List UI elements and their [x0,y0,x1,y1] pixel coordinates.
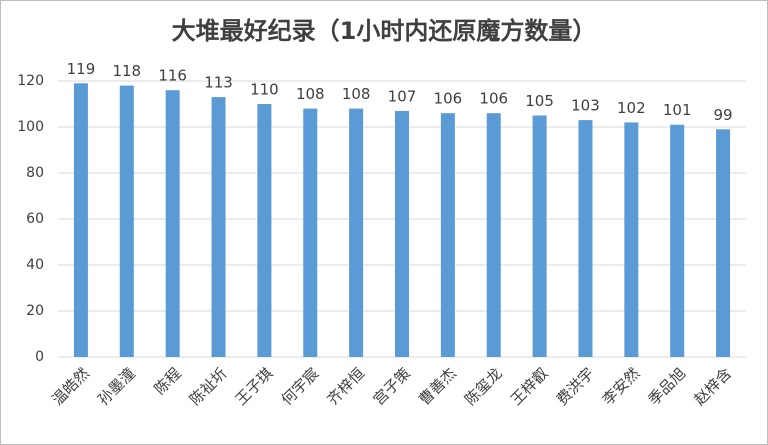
bar [624,122,639,358]
bar [257,104,272,357]
bar [73,83,88,358]
data-label: 108 [296,85,325,103]
bar [303,108,318,357]
data-label: 102 [617,99,646,117]
bar [578,120,593,357]
data-label: 99 [714,106,733,124]
chart-title: 大堆最好纪录（1小时内还原魔方数量） [172,17,597,45]
bar [395,110,409,358]
y-tick-label: 80 [26,165,44,181]
bar [211,97,226,357]
y-tick-label: 120 [17,73,44,89]
bar [165,90,180,357]
data-label: 106 [479,90,508,108]
bar [349,108,364,357]
data-label: 105 [525,92,554,110]
data-label: 119 [67,60,96,78]
y-tick-label: 20 [26,303,44,319]
data-label: 113 [204,74,233,92]
data-label: 103 [571,97,600,115]
bar [670,124,685,357]
y-tick-label: 100 [17,119,44,135]
y-tick-label: 40 [26,257,44,273]
data-label: 116 [158,67,187,85]
data-label: 101 [663,101,692,119]
data-label: 107 [388,87,417,105]
data-label: 108 [342,85,371,103]
bar [486,113,501,357]
bar [119,85,134,357]
y-tick-label: 60 [26,211,44,227]
data-label: 106 [434,90,463,108]
data-label: 110 [250,81,279,99]
y-tick-label: 0 [35,349,44,365]
bar [532,115,547,357]
bar [716,129,731,357]
bar [440,113,455,357]
data-label: 118 [112,62,141,80]
